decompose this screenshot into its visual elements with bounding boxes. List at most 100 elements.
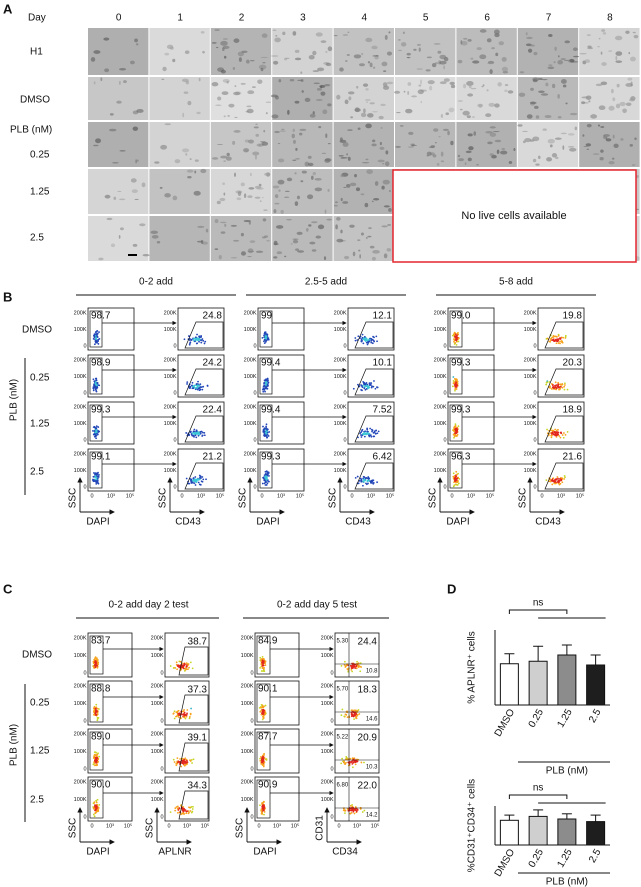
event-dot [260,663,262,665]
event-dot [263,766,265,768]
event-dot [187,668,189,670]
texture [354,108,360,112]
texture [241,251,246,256]
event-dot [183,716,185,718]
event-dot [183,664,185,666]
event-dot [262,803,264,805]
texture [555,157,558,159]
texture [445,112,449,115]
event-dot [93,714,95,716]
event-dot [197,338,199,340]
texture [408,132,413,135]
texture [220,41,228,46]
texture [491,47,495,49]
texture [597,46,600,47]
texture [246,150,248,152]
texture [201,240,204,244]
event-dot [564,389,566,391]
texture [334,35,338,36]
texture [342,201,348,204]
event-dot [557,429,559,431]
texture [271,55,278,57]
event-dot [198,434,200,436]
event-dot [355,340,357,342]
texture [136,43,139,45]
texture [358,250,360,252]
y-tick-label: 0 [253,343,256,349]
event-dot [371,429,373,431]
event-dot [259,667,261,669]
y-tick-label: 0 [83,766,86,772]
texture [569,59,574,63]
micrograph [149,77,209,120]
gate-value: 12.1 [373,311,393,322]
event-dot [553,483,555,485]
texture [247,195,252,198]
event-dot [194,476,196,478]
texture [366,169,373,174]
event-dot [263,670,265,672]
texture [142,182,146,187]
event-dot [551,484,553,486]
texture [248,187,254,189]
texture [135,159,137,163]
event-dot [365,339,367,341]
texture [620,138,623,141]
texture [384,253,388,258]
texture [250,240,256,243]
event-dot [191,759,193,761]
texture [187,176,191,178]
y-tick-label: 0 [443,343,446,349]
event-dot [565,434,567,436]
gate-value: 22.4 [203,405,223,416]
texture [278,180,285,185]
texture [212,82,219,86]
event-dot [551,339,553,341]
texture [247,256,251,257]
texture [336,217,341,221]
event-dot [186,712,188,714]
x-axis-label: PLB (nM) [546,877,588,887]
event-dot [201,386,203,388]
event-dot [93,335,95,337]
texture [345,100,349,105]
event-dot [186,664,188,666]
event-dot [376,340,378,342]
texture [451,85,455,88]
event-dot [182,760,184,762]
event-dot [366,428,368,430]
y-axis-label: %CD31⁺CD34⁺ cells [467,779,478,872]
event-dot [563,437,565,439]
texture [479,54,486,59]
texture [266,240,270,241]
event-dot [562,337,564,339]
texture [467,93,473,96]
texture [520,71,524,73]
row-label: DMSO [22,650,52,661]
texture [249,220,251,224]
event-dot [453,382,455,384]
texture [217,201,221,204]
texture [224,115,226,117]
texture [256,251,263,253]
texture [234,117,237,118]
texture [473,131,476,136]
event-dot [196,343,198,345]
texture [263,130,265,133]
event-dot [96,801,98,803]
texture [622,108,627,113]
texture [312,51,316,55]
texture [278,143,281,144]
event-dot [190,708,192,710]
texture [134,38,138,42]
event-dot [376,432,378,434]
texture [396,112,401,113]
texture [630,144,633,147]
texture [172,59,175,62]
y-tick-label: 0 [330,670,333,676]
texture [372,257,376,261]
event-dot [97,426,99,428]
event-dot [454,390,456,392]
event-dot [353,711,355,713]
event-dot [368,477,370,479]
